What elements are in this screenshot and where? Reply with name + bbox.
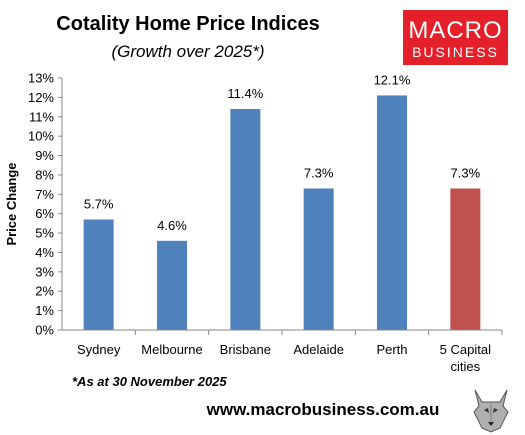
bar <box>230 109 261 330</box>
logo-text-macro: MACRO <box>408 17 502 44</box>
y-axis-ticks: 0% 1% 2% 3% 4% 5% 6% 7% 8% 9% 10% 11% 12% 13% <box>28 71 62 338</box>
y-tick-label: 6% <box>35 206 54 221</box>
data-label: 4.6% <box>157 218 187 233</box>
y-tick-label: 10% <box>28 129 54 144</box>
bar <box>157 240 187 330</box>
y-tick-label: 11% <box>29 109 54 124</box>
data-label: 7.3% <box>451 165 481 180</box>
y-tick-label: 7% <box>35 187 54 202</box>
y-tick-label: 2% <box>35 284 54 299</box>
x-axis-categories: Sydney Melbourne Brisbane Adelaide Perth 5 Ca… <box>77 330 503 374</box>
data-label: 12.1% <box>374 72 411 87</box>
website-url: www.macrobusiness.com.au <box>206 400 440 419</box>
data-label: 7.3% <box>304 165 334 180</box>
y-tick-label: 3% <box>35 264 54 279</box>
logo-text-business: BUSINESS <box>412 44 499 60</box>
bar-series <box>83 95 481 330</box>
y-tick-label: 0% <box>35 323 54 338</box>
data-label: 11.4% <box>227 86 263 101</box>
category-label: 5 Capital cities <box>440 342 491 374</box>
wolf-icon <box>470 388 512 433</box>
category-label: Brisbane <box>220 342 271 357</box>
y-tick-label: 12% <box>28 90 54 105</box>
data-label: 5.7% <box>84 197 114 212</box>
category-label: Adelaide <box>293 342 344 357</box>
category-label: Perth <box>376 342 407 357</box>
bar <box>83 219 114 330</box>
bar <box>303 188 334 330</box>
data-labels: 5.7% 4.6% 11.4% 7.3% 12.1% 7.3% <box>84 72 481 232</box>
bar <box>377 95 407 330</box>
bar <box>450 188 481 330</box>
chart-subtitle: (Growth over 2025*) <box>111 42 264 61</box>
footnote: *As at 30 November 2025 <box>72 374 227 389</box>
y-axis-label: Price Change <box>4 162 19 245</box>
category-label: Sydney <box>77 342 121 357</box>
y-tick-label: 5% <box>35 226 54 241</box>
macrobusiness-logo: MACRO BUSINESS <box>403 10 508 65</box>
y-tick-label: 1% <box>35 303 54 318</box>
y-tick-label: 8% <box>35 167 54 182</box>
y-tick-label: 4% <box>35 245 54 260</box>
y-tick-label: 13% <box>28 71 54 86</box>
chart-title: Cotality Home Price Indices <box>56 13 319 35</box>
y-tick-label: 9% <box>35 148 54 163</box>
category-label: Melbourne <box>141 342 202 357</box>
logo-background <box>403 10 508 65</box>
